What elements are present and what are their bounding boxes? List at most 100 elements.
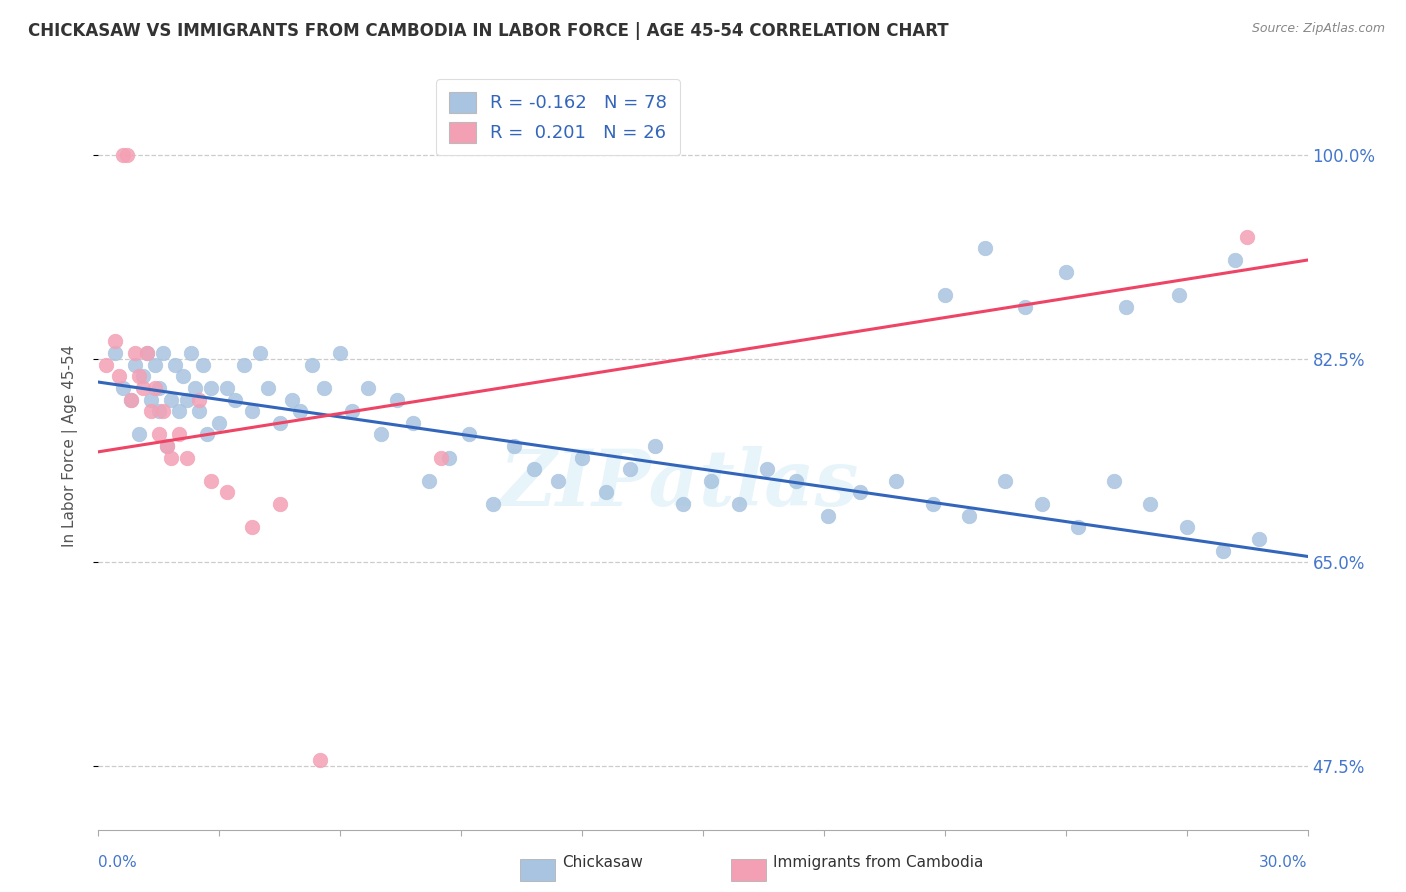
Point	[135, 346, 157, 360]
Point	[143, 358, 166, 372]
Point	[128, 427, 150, 442]
Point	[1175, 520, 1198, 534]
Point	[756, 462, 779, 476]
Point	[370, 427, 392, 442]
Point	[1212, 543, 1234, 558]
Point	[156, 439, 179, 453]
Point	[132, 381, 155, 395]
Point	[124, 358, 146, 372]
Point	[1102, 474, 1125, 488]
Text: Chickasaw: Chickasaw	[562, 855, 644, 870]
Point	[256, 381, 278, 395]
Point	[458, 427, 481, 442]
Point	[132, 369, 155, 384]
Point	[96, 358, 118, 372]
Point	[148, 427, 170, 442]
Point	[103, 346, 125, 360]
Point	[1014, 300, 1036, 314]
Point	[1139, 497, 1161, 511]
Point	[217, 381, 239, 395]
Point	[974, 241, 997, 255]
Point	[240, 520, 263, 534]
Point	[176, 450, 198, 465]
Point	[700, 474, 723, 488]
Point	[184, 381, 207, 395]
Point	[148, 381, 170, 395]
Point	[208, 416, 231, 430]
Point	[1167, 288, 1189, 302]
Legend: R = -0.162   N = 78, R =  0.201   N = 26: R = -0.162 N = 78, R = 0.201 N = 26	[436, 79, 679, 155]
Point	[921, 497, 943, 511]
Point	[644, 439, 666, 453]
Point	[547, 474, 569, 488]
Point	[301, 358, 323, 372]
Y-axis label: In Labor Force | Age 45-54: In Labor Force | Age 45-54	[62, 345, 77, 547]
Point	[152, 346, 174, 360]
Point	[281, 392, 304, 407]
Point	[437, 450, 460, 465]
Point	[124, 346, 146, 360]
Point	[849, 485, 872, 500]
Point	[115, 148, 138, 162]
Point	[994, 474, 1017, 488]
Point	[120, 392, 142, 407]
Point	[934, 288, 956, 302]
Point	[309, 753, 332, 767]
Point	[148, 404, 170, 418]
Point	[224, 392, 246, 407]
Point	[269, 416, 291, 430]
Point	[385, 392, 408, 407]
Text: ZIPatlas: ZIPatlas	[499, 446, 859, 523]
Point	[269, 497, 291, 511]
Point	[139, 404, 162, 418]
Point	[728, 497, 751, 511]
Text: 30.0%: 30.0%	[1260, 855, 1308, 870]
Point	[160, 392, 183, 407]
Point	[143, 381, 166, 395]
Point	[1031, 497, 1053, 511]
Point	[402, 416, 425, 430]
Point	[957, 508, 980, 523]
Point	[139, 392, 162, 407]
Point	[619, 462, 641, 476]
Point	[357, 381, 380, 395]
Point	[418, 474, 440, 488]
Point	[1067, 520, 1090, 534]
Point	[200, 381, 222, 395]
Point	[152, 404, 174, 418]
Point	[103, 334, 125, 349]
Point	[571, 450, 593, 465]
Point	[672, 497, 695, 511]
Point	[595, 485, 617, 500]
Point	[1054, 265, 1077, 279]
Point	[314, 381, 336, 395]
Point	[785, 474, 807, 488]
Point	[135, 346, 157, 360]
Text: 0.0%: 0.0%	[98, 855, 138, 870]
Point	[188, 404, 211, 418]
Point	[160, 450, 183, 465]
Point	[342, 404, 364, 418]
Point	[523, 462, 546, 476]
Point	[188, 392, 211, 407]
Point	[107, 369, 129, 384]
Point	[430, 450, 453, 465]
Point	[1115, 300, 1137, 314]
Point	[217, 485, 239, 500]
Point	[886, 474, 908, 488]
Point	[167, 404, 190, 418]
Point	[195, 427, 218, 442]
Point	[172, 369, 194, 384]
Point	[240, 404, 263, 418]
Point	[111, 148, 134, 162]
Point	[156, 439, 179, 453]
Point	[200, 474, 222, 488]
Point	[1236, 229, 1258, 244]
Text: CHICKASAW VS IMMIGRANTS FROM CAMBODIA IN LABOR FORCE | AGE 45-54 CORRELATION CHA: CHICKASAW VS IMMIGRANTS FROM CAMBODIA IN…	[28, 22, 949, 40]
Point	[111, 381, 134, 395]
Point	[249, 346, 271, 360]
Point	[232, 358, 254, 372]
Point	[482, 497, 505, 511]
Point	[163, 358, 186, 372]
Point	[329, 346, 352, 360]
